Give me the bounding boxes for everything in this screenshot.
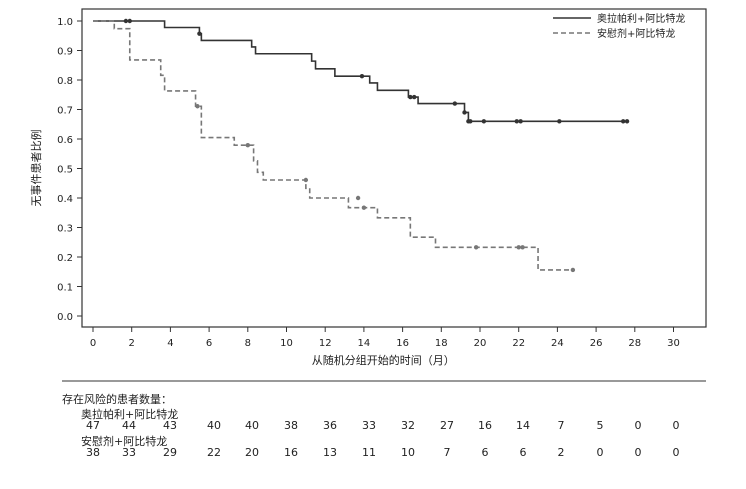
risk-row-label-olaparib: 奥拉帕利+阿比特龙 [81,408,179,421]
censor-mark [468,119,473,124]
y-tick-label: 0.1 [57,283,73,294]
x-tick-label: 26 [590,338,603,349]
x-tick-label: 10 [280,338,293,349]
censor-mark [127,18,132,24]
y-tick-label: 0.4 [57,194,73,205]
plot-frame [81,8,707,328]
risk-count: 22 [207,446,221,459]
risk-row-label-placebo: 安慰剂+阿比特龙 [81,435,168,448]
risk-count: 0 [634,419,642,432]
risk-count: 0 [634,446,642,459]
y-tick-label: 0.8 [57,76,73,87]
censor-mark [481,119,487,124]
risk-count: 27 [440,419,454,432]
risk-count: 43 [163,419,177,432]
censor-mark [624,119,630,124]
x-tick-label: 0 [90,338,96,349]
x-tick-label: 6 [206,338,212,349]
risk-count: 0 [596,446,604,459]
risk-count: 7 [443,446,451,459]
risk-count: 33 [122,446,136,459]
censor-mark [195,104,200,109]
y-tick-label: 0.3 [57,224,73,235]
risk-count: 6 [519,446,527,459]
censor-mark [452,101,458,106]
x-axis-label: 从随机分组开始的时间（月） [312,353,455,367]
x-tick-label: 28 [628,338,641,349]
legend-label: 安慰剂+阿比特龙 [597,27,675,40]
y-axis-label: 无事件患者比例 [29,130,43,207]
censor-mark [303,177,309,183]
legend-label: 奥拉帕利+阿比特龙 [597,12,685,25]
risk-count: 36 [323,419,337,432]
risk-count: 20 [245,446,259,459]
x-tick-label: 22 [512,338,525,349]
risk-count: 6 [481,446,489,459]
x-tick-label: 12 [319,338,332,349]
censor-mark [412,94,417,100]
risk-count: 40 [207,419,221,432]
x-tick-label: 30 [667,338,680,349]
x-tick-label: 14 [358,338,371,349]
risk-count: 10 [401,446,415,459]
x-tick-label: 2 [129,338,135,349]
y-tick-label: 1.0 [57,17,73,28]
y-tick-label: 0.2 [57,253,73,264]
risk-count: 38 [86,446,100,459]
censor-mark [557,119,562,124]
censor-mark [570,267,576,273]
x-tick-label: 20 [474,338,487,349]
censor-mark [361,205,367,210]
risk-count: 16 [478,419,492,432]
y-tick-label: 0.5 [57,165,73,176]
risk-count: 2 [557,446,565,459]
censor-mark [359,73,365,79]
risk-count: 16 [284,446,298,459]
y-tick-label: 0.9 [57,47,73,58]
censor-mark [355,195,361,201]
censor-mark [473,245,479,250]
x-tick-label: 8 [245,338,251,349]
y-tick-label: 0.6 [57,135,73,146]
x-tick-label: 16 [396,338,409,349]
risk-count: 5 [596,419,604,432]
risk-count: 13 [323,446,337,459]
risk-count: 29 [163,446,177,459]
risk-table-title: 存在风险的患者数量： [62,393,172,406]
censor-mark [514,119,519,124]
series-line-olaparib [93,20,629,123]
series-line-placebo [93,20,573,271]
y-tick-label: 0.7 [57,106,73,117]
risk-count: 44 [122,419,136,432]
x-tick-label: 4 [167,338,173,349]
risk-count: 7 [557,419,565,432]
x-tick-label: 18 [435,338,448,349]
censor-mark [123,18,129,24]
risk-count: 32 [401,419,415,432]
censor-mark [462,110,467,115]
risk-count: 40 [245,419,259,432]
censor-mark [197,31,202,36]
risk-count: 47 [86,419,100,432]
risk-count: 0 [672,446,680,459]
censor-mark [245,142,250,148]
risk-count: 38 [284,419,298,432]
risk-count: 11 [362,446,376,459]
censor-mark [518,119,523,124]
censor-mark [516,245,521,250]
risk-count: 0 [672,419,680,432]
risk-count: 14 [516,419,530,432]
risk-count: 33 [362,419,376,432]
x-tick-label: 24 [551,338,564,349]
censor-mark [408,94,413,100]
censor-mark [520,245,525,250]
y-tick-label: 0.0 [57,312,73,323]
censor-mark [620,119,626,124]
